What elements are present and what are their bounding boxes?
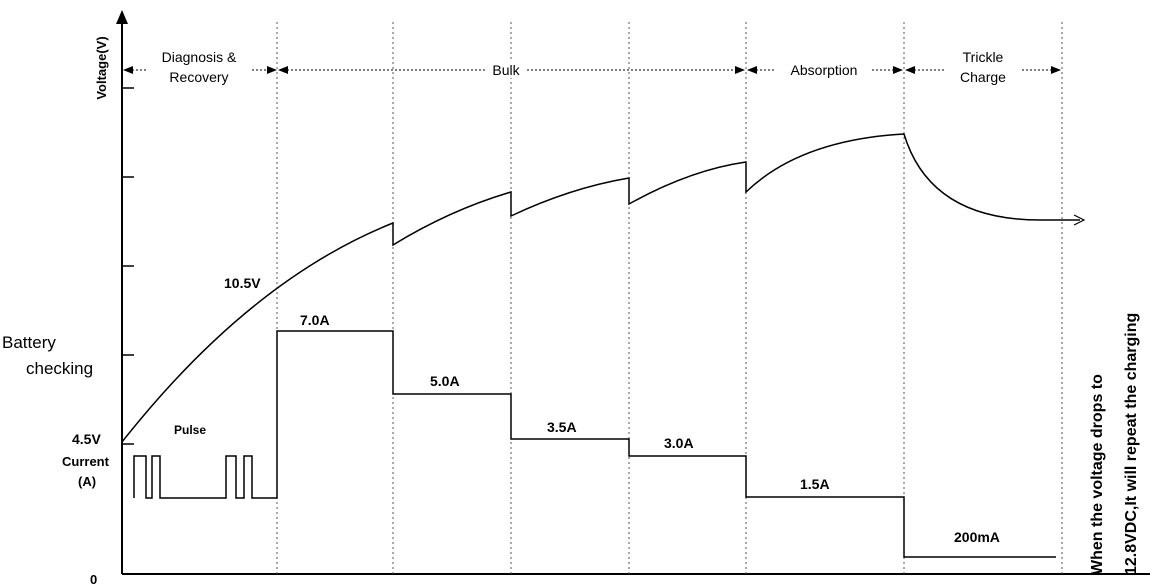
phase-label-diagnosis-line2: Recovery	[169, 69, 228, 85]
start-voltage-label: 4.5V	[72, 431, 101, 447]
current-curve	[133, 330, 1056, 558]
current-step-label: 7.0A	[300, 312, 330, 328]
current-unit-label: (A)	[78, 474, 96, 489]
y-axis-label: Voltage(V)	[94, 36, 109, 99]
current-step-label: 1.5A	[800, 476, 830, 492]
y-axis-arrow-icon	[116, 10, 128, 24]
battery-checking-label-line2: checking	[26, 359, 93, 378]
voltage-curve	[121, 133, 1080, 443]
phase-label-diagnosis: Diagnosis &	[162, 49, 237, 65]
y-axis-ticks	[122, 87, 134, 445]
pulse-label: Pulse	[174, 423, 206, 437]
phase-label-absorption: Absorption	[791, 62, 858, 78]
current-step-label: 5.0A	[430, 373, 460, 389]
repeat-note-line2: 12.8VDC,It will repeat the charging	[1123, 313, 1140, 575]
mid-voltage-label: 10.5V	[224, 275, 261, 291]
current-label: Current	[62, 454, 110, 469]
repeat-note-line1: When the voltage drops to	[1089, 374, 1106, 575]
current-step-label: 3.0A	[664, 435, 694, 451]
voltage-curve-end-icon	[1073, 214, 1086, 226]
phase-label-trickle: Trickle	[963, 49, 1004, 65]
current-step-label: 200mA	[954, 529, 1000, 545]
phase-label-trickle-line2: Charge	[960, 69, 1006, 85]
phase-label-bulk: Bulk	[492, 62, 520, 78]
battery-checking-label: Battery	[2, 333, 56, 352]
origin-label: 0	[90, 572, 97, 586]
current-step-label: 3.5A	[547, 419, 577, 435]
phase-guides	[276, 22, 1063, 574]
